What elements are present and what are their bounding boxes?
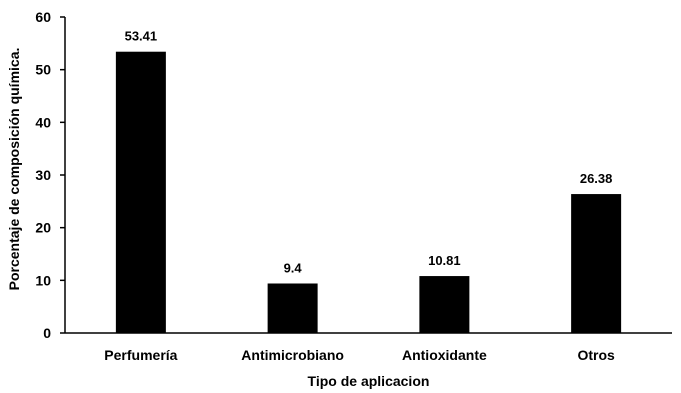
data-labels: 53.41 9.4 10.81 26.38: [125, 29, 613, 276]
category-labels: Perfumería Antimicrobiano Antioxidante Otro…: [104, 347, 615, 363]
bar-value-label: 9.4: [284, 260, 303, 275]
y-tick-label: 40: [35, 114, 51, 130]
bar: [115, 51, 166, 333]
y-axis-ticks: 0 10 20 30 40 50 60: [35, 9, 65, 341]
y-tick-label: 0: [43, 325, 51, 341]
x-axis-title: Tipo de aplicacion: [308, 373, 430, 389]
y-tick-label: 50: [35, 62, 51, 78]
bar: [267, 283, 318, 333]
bar-value-label: 10.81: [428, 253, 461, 268]
y-tick-label: 60: [35, 9, 51, 25]
bar: [571, 194, 622, 333]
bars: [115, 51, 622, 333]
bar-value-label: 26.38: [580, 171, 613, 186]
y-tick-label: 10: [35, 272, 51, 288]
y-tick-label: 30: [35, 167, 51, 183]
category-label: Antimicrobiano: [241, 347, 344, 363]
bar: [419, 276, 470, 333]
bar-value-label: 53.41: [125, 29, 158, 44]
y-tick-label: 20: [35, 220, 51, 236]
category-label: Otros: [577, 347, 615, 363]
category-label: Antioxidante: [402, 347, 487, 363]
category-label: Perfumería: [104, 347, 177, 363]
y-axis-title: Porcentaje de composición química.: [6, 48, 22, 291]
